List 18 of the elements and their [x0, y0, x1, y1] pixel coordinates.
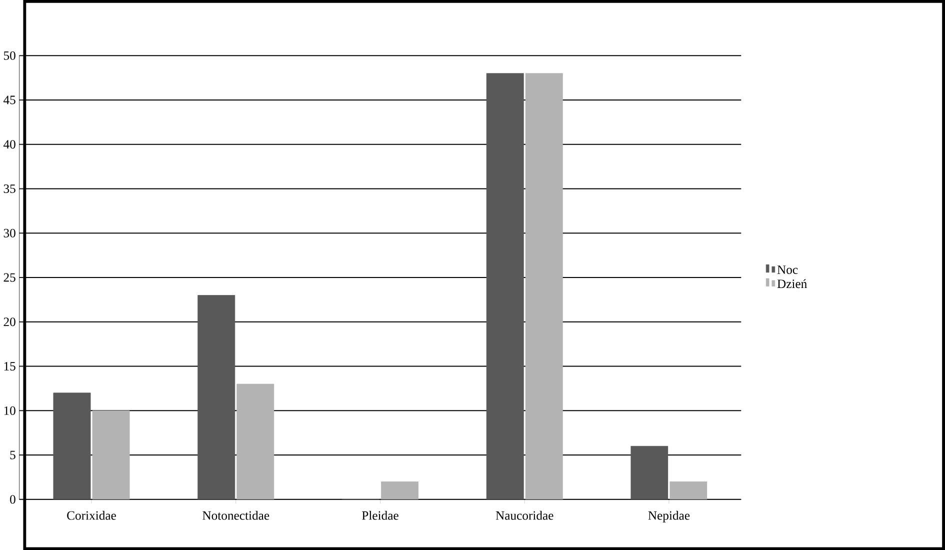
x-tick-label: Naucoridae — [496, 510, 554, 520]
legend-label: Noc — [777, 266, 798, 274]
y-tick-label: 10 — [4, 406, 16, 415]
y-tick-label: 0 — [10, 495, 16, 504]
y-tick-label: 5 — [10, 450, 16, 460]
y-tick-label: 35 — [4, 184, 16, 193]
x-tick-label: Pleidae — [362, 510, 398, 520]
y-tick-label: 15 — [4, 362, 16, 370]
x-tick-label: Notonectidae — [202, 510, 270, 520]
y-tick-label: 40 — [3, 140, 16, 149]
y-tick-label: 25 — [4, 273, 16, 282]
y-tick-label: 30 — [4, 228, 16, 238]
legend-label: Dzień — [777, 279, 807, 288]
x-tick-label: Nepidae — [648, 510, 690, 522]
x-tick-label: Corixidae — [67, 510, 116, 520]
y-tick-label: 45 — [3, 96, 16, 104]
y-tick-label: 50 — [4, 51, 16, 60]
y-tick-label: 20 — [4, 318, 16, 326]
